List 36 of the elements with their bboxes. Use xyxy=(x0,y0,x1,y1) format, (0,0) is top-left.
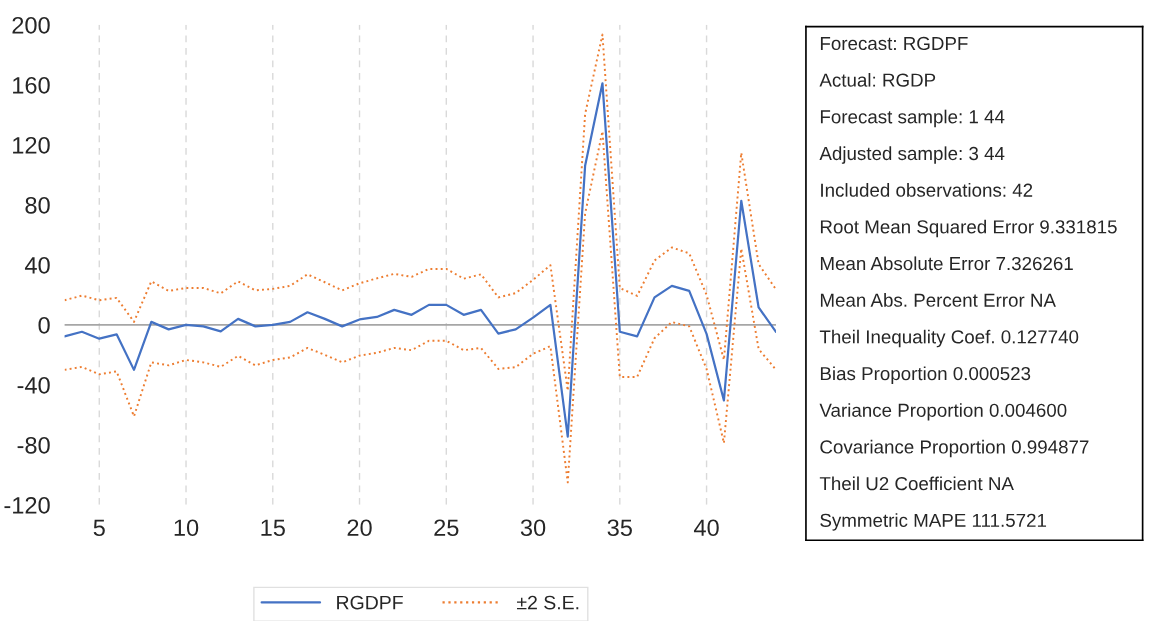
text: Forecast sample: 1 44 xyxy=(820,109,1005,128)
x-tick-label: 25 xyxy=(434,519,459,537)
text: Actual: RGDP xyxy=(819,72,936,87)
legend-label: RGDPF xyxy=(337,595,403,610)
y-tick-label: 40 xyxy=(24,256,50,274)
text: Adjusted sample: 3 44 xyxy=(819,146,1005,164)
x-tick-label: 10 xyxy=(174,519,199,537)
y-tick-label: -40 xyxy=(17,376,50,394)
y-tick-label: -80 xyxy=(17,436,50,454)
text: Mean Abs. Percent Error NA xyxy=(820,293,1056,307)
text: Covariance Proportion 0.994877 xyxy=(820,439,1089,458)
y-tick-label: 120 xyxy=(13,136,50,154)
text: Symmetric MAPE 111.5721 xyxy=(820,513,1047,531)
x-tick-label: 5 xyxy=(93,519,105,537)
legend-label: ±2 S.E. xyxy=(517,595,579,610)
line-series xyxy=(64,130,776,484)
x-tick-label: 30 xyxy=(520,519,546,537)
y-tick-label: -120 xyxy=(4,496,50,514)
line-series xyxy=(64,33,776,392)
text: Bias Proportion 0.000523 xyxy=(820,366,1031,384)
text: Root Mean Squared Error 9.331815 xyxy=(820,219,1117,238)
x-tick-label: 20 xyxy=(347,519,372,537)
x-tick-label: 35 xyxy=(607,519,632,537)
y-tick-label: 160 xyxy=(13,76,50,94)
x-tick-label: 15 xyxy=(261,519,285,537)
y-tick-label: 0 xyxy=(38,316,50,334)
x-tick-label: 40 xyxy=(693,519,719,537)
text: Forecast: RGDPF xyxy=(820,36,968,51)
text: Mean Absolute Error 7.326261 xyxy=(820,256,1073,271)
y-tick-label: 80 xyxy=(25,196,50,214)
text: Theil U2 Coefficient NA xyxy=(819,476,1014,491)
line-series xyxy=(64,82,776,438)
text: Theil Inequality Coef. 0.127740 xyxy=(819,329,1079,348)
text: Variance Proportion 0.004600 xyxy=(819,403,1067,421)
text: Included observations: 42 xyxy=(821,183,1033,197)
y-tick-label: 200 xyxy=(12,16,50,34)
